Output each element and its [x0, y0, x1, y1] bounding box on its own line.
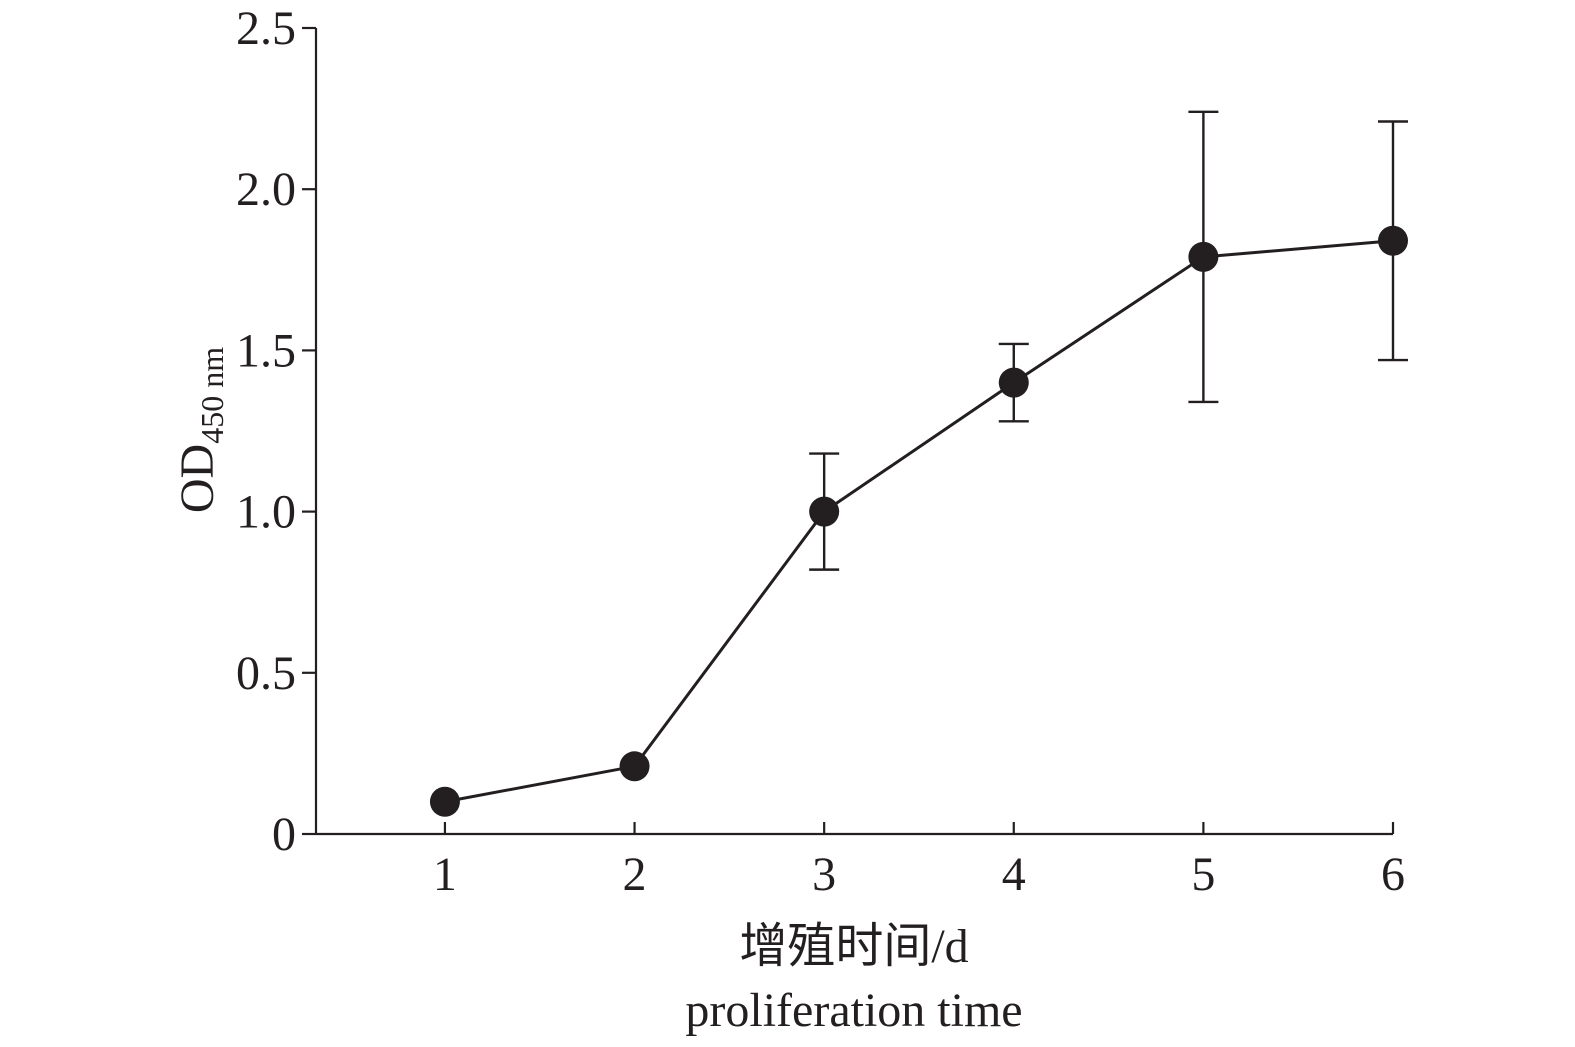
x-tick-label: 4: [1002, 848, 1026, 901]
x-tick-label: 6: [1381, 848, 1405, 901]
y-tick-label: 1.5: [236, 324, 296, 377]
data-point: [429, 786, 460, 817]
y-tick-label: 0.5: [236, 647, 296, 700]
x-tick-label: 1: [433, 848, 457, 901]
y-axis-title-sub: 450 nm: [194, 347, 230, 444]
y-tick-label: 1.0: [236, 486, 296, 539]
x-tick-label: 2: [623, 848, 647, 901]
x-axis-title-zh: 增殖时间/d: [739, 920, 968, 973]
data-point: [619, 751, 650, 782]
x-tick-label: 5: [1191, 848, 1215, 901]
y-axis-title-main: OD: [171, 444, 224, 513]
series-line: [444, 239, 1394, 804]
y-tick-label: 2.5: [236, 2, 296, 55]
x-axis-title-en: proliferation time: [685, 984, 1022, 1037]
axes: 0 0.5 1.0 1.5 2.0 2.5 1 2 3 4 5 6: [236, 2, 1405, 901]
x-tick-label: 3: [812, 848, 836, 901]
y-tick-label: 2.0: [236, 163, 296, 216]
y-axis-title: OD450 nm: [171, 347, 230, 513]
data-point: [1188, 241, 1219, 272]
data-point: [809, 496, 840, 527]
svg-text:OD450 nm: OD450 nm: [171, 347, 230, 513]
y-tick-label: 0: [272, 808, 296, 861]
series: [429, 110, 1408, 817]
data-point: [1378, 225, 1408, 256]
data-point: [998, 367, 1029, 398]
